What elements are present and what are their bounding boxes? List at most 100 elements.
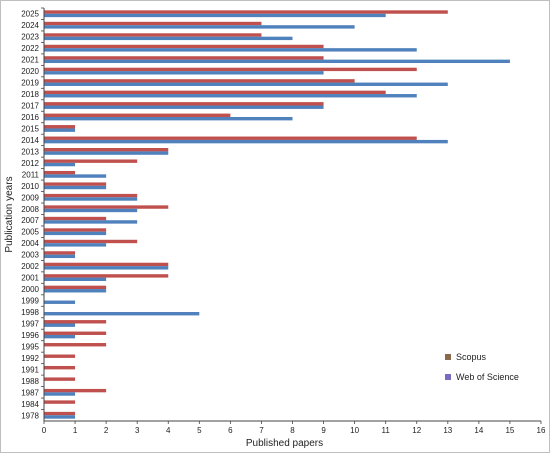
- bar-web-of-science-2011: [44, 174, 107, 178]
- x-tick-label-7: 7: [259, 426, 264, 435]
- y-tick-label-2004: 2004: [21, 239, 39, 248]
- y-tick-label-2001: 2001: [21, 274, 39, 283]
- x-tick-label-11: 11: [382, 426, 391, 435]
- x-tick-label-6: 6: [228, 426, 233, 435]
- bar-web-of-science-2005: [44, 231, 107, 236]
- bar-scopus-2007: [44, 216, 107, 221]
- legend-swatch-web-of-science: [445, 374, 451, 380]
- bar-web-of-science-2021: [44, 59, 510, 64]
- bar-web-of-science-2008: [44, 208, 138, 213]
- y-tick-label-2024: 2024: [21, 21, 39, 30]
- bar-scopus-2012: [44, 159, 138, 163]
- x-tick-label-14: 14: [474, 426, 483, 435]
- y-tick-label-2008: 2008: [21, 205, 39, 214]
- x-tick-label-10: 10: [350, 426, 359, 435]
- bar-web-of-science-1997: [44, 323, 76, 327]
- y-tick-label-1992: 1992: [21, 354, 39, 363]
- bar-scopus-2005: [44, 228, 107, 232]
- bar-scopus-1995: [44, 343, 107, 347]
- bar-web-of-science-1998: [44, 312, 200, 316]
- axes-layer: [41, 7, 542, 424]
- y-tick-label-2019: 2019: [21, 79, 39, 88]
- bar-scopus-2020: [44, 67, 417, 72]
- y-tick-label-2009: 2009: [21, 193, 39, 202]
- x-tick-label-8: 8: [290, 426, 295, 435]
- bars-layer: [44, 10, 510, 419]
- bar-scopus-2011: [44, 170, 76, 175]
- y-tick-label-2018: 2018: [21, 90, 39, 99]
- y-tick-label-1978: 1978: [21, 411, 39, 420]
- bar-web-of-science-2004: [44, 243, 107, 247]
- legend-swatch-scopus: [445, 354, 451, 360]
- legend: Scopus Web of Science: [445, 352, 519, 382]
- y-tick-label-2011: 2011: [22, 170, 40, 179]
- bar-scopus-2018: [44, 90, 386, 95]
- bar-scopus-2019: [44, 79, 355, 83]
- bar-scopus-2023: [44, 33, 262, 37]
- bar-scopus-2002: [44, 262, 169, 267]
- y-tick-label-2021: 2021: [21, 56, 39, 65]
- y-tick-label-2007: 2007: [21, 216, 39, 225]
- bar-scopus-2021: [44, 56, 324, 60]
- y-tick-label-2013: 2013: [21, 147, 39, 156]
- bar-scopus-1991: [44, 365, 76, 370]
- bar-scopus-2015: [44, 125, 76, 129]
- bar-web-of-science-2018: [44, 94, 417, 98]
- x-tick-label-2: 2: [104, 426, 109, 435]
- bar-web-of-science-2024: [44, 25, 355, 29]
- bar-scopus-2008: [44, 205, 169, 209]
- bar-web-of-science-2017: [44, 105, 324, 109]
- bar-scopus-1996: [44, 331, 107, 335]
- bar-web-of-science-2009: [44, 197, 138, 201]
- y-tick-label-2017: 2017: [21, 102, 39, 111]
- bar-web-of-science-2001: [44, 277, 107, 281]
- bar-scopus-2017: [44, 102, 324, 106]
- bar-web-of-science-1996: [44, 334, 76, 339]
- bar-scopus-2003: [44, 251, 76, 255]
- x-tick-label-5: 5: [197, 426, 202, 435]
- bar-scopus-1984: [44, 400, 76, 404]
- y-tick-labels: 2025 2024 2023 2022 2021 2020 2019 2018 2017 2016…: [21, 10, 39, 421]
- y-axis-title: Publication years: [4, 176, 15, 252]
- x-tick-label-1: 1: [73, 426, 78, 435]
- y-tick-label-2022: 2022: [21, 44, 39, 53]
- bar-scopus-2001: [44, 274, 169, 278]
- bar-web-of-science-2003: [44, 254, 76, 259]
- y-tick-label-2000: 2000: [21, 285, 39, 294]
- bar-web-of-science-2020: [44, 71, 324, 75]
- bar-scopus-1987: [44, 388, 107, 393]
- bar-scopus-1997: [44, 320, 107, 324]
- bar-scopus-1992: [44, 354, 76, 358]
- bar-scopus-1978: [44, 411, 76, 416]
- bar-web-of-science-2010: [44, 185, 107, 190]
- bar-web-of-science-2019: [44, 82, 448, 86]
- y-tick-label-2005: 2005: [21, 228, 39, 237]
- bar-web-of-science-2025: [44, 13, 386, 18]
- bar-scopus-2024: [44, 21, 262, 26]
- bar-web-of-science-2022: [44, 48, 417, 52]
- bar-scopus-2025: [44, 10, 448, 14]
- y-tick-label-2020: 2020: [21, 67, 39, 76]
- y-tick-label-1995: 1995: [21, 342, 39, 351]
- x-tick-label-4: 4: [166, 426, 171, 435]
- x-tick-label-9: 9: [321, 426, 326, 435]
- x-axis-title: Published papers: [246, 438, 323, 449]
- bar-scopus-1988: [44, 377, 76, 381]
- y-tick-label-1991: 1991: [21, 365, 39, 374]
- y-tick-label-2023: 2023: [21, 33, 39, 42]
- y-tick-label-2014: 2014: [21, 136, 39, 145]
- bar-web-of-science-2013: [44, 151, 169, 155]
- bar-scopus-2000: [44, 285, 107, 290]
- y-tick-label-2010: 2010: [21, 182, 39, 191]
- x-tick-label-16: 16: [537, 426, 546, 435]
- bar-web-of-science-2016: [44, 116, 293, 121]
- legend-label-web-of-science: Web of Science: [456, 372, 519, 382]
- bar-web-of-science-1999: [44, 300, 76, 304]
- x-tick-label-3: 3: [135, 426, 140, 435]
- y-tick-label-2025: 2025: [21, 10, 39, 19]
- bar-web-of-science-2007: [44, 220, 138, 224]
- bar-scopus-2009: [44, 193, 138, 198]
- bar-web-of-science-2015: [44, 128, 76, 132]
